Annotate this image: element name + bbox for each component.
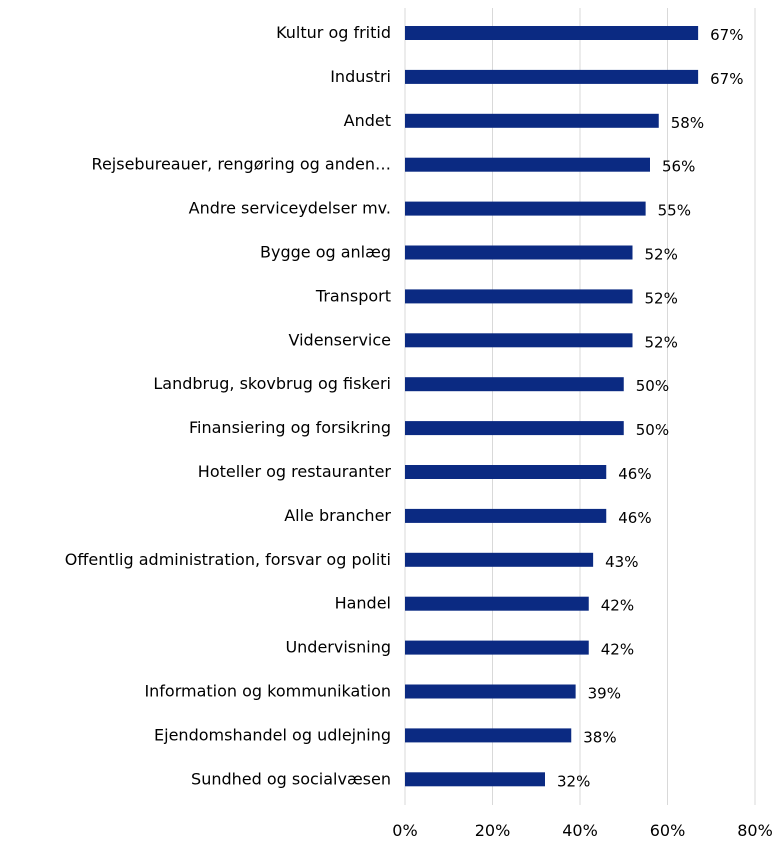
data-label: 67%	[710, 26, 743, 44]
data-label: 52%	[645, 289, 678, 307]
bar	[405, 508, 607, 523]
data-label: 52%	[645, 246, 678, 264]
bar	[405, 552, 594, 567]
category-label: Information og kommunikation	[144, 682, 391, 701]
category-label: Industri	[330, 67, 391, 86]
category-label: Finansiering og forsikring	[189, 418, 391, 437]
data-label: 55%	[658, 202, 691, 220]
data-label: 46%	[618, 509, 651, 527]
data-labels: 67% 67% 58% 56% 55% 52% 52% 52% 50% 50% 46% 46% 43% 4…	[557, 26, 743, 790]
data-label: 58%	[671, 114, 704, 132]
data-label: 67%	[710, 70, 743, 88]
category-label: Offentlig administration, forsvar og pol…	[65, 550, 391, 569]
x-tick-label: 60%	[650, 821, 686, 840]
category-label: Andre serviceydelser mv.	[189, 199, 391, 218]
category-label: Ejendomshandel og udlejning	[154, 725, 391, 744]
category-label: Sundhed og socialvæsen	[191, 769, 391, 788]
category-label: Rejsebureauer, rengøring og anden…	[92, 155, 391, 174]
category-label: Handel	[335, 594, 391, 613]
bar	[405, 157, 650, 172]
x-tick-label: 20%	[475, 821, 511, 840]
data-label: 42%	[601, 641, 634, 659]
bar	[405, 728, 572, 743]
category-labels: Kultur og fritid Industri Andet Rejsebureau…	[65, 23, 392, 788]
category-label: Landbrug, skovbrug og fiskeri	[153, 374, 391, 393]
data-label: 32%	[557, 772, 590, 790]
x-tick-label: 80%	[737, 821, 773, 840]
data-label: 56%	[662, 158, 695, 176]
bar	[405, 772, 545, 787]
bar	[405, 465, 607, 479]
data-label: 52%	[645, 333, 678, 351]
data-label: 38%	[583, 728, 616, 746]
category-label: Videnservice	[289, 330, 392, 349]
x-tick-label: 0%	[392, 821, 417, 840]
data-label: 43%	[605, 553, 638, 571]
bar	[405, 26, 699, 40]
data-label: 50%	[636, 377, 669, 395]
bar	[405, 201, 646, 216]
x-axis-ticks: 0% 20% 40% 60% 80%	[392, 821, 772, 840]
data-label: 46%	[618, 465, 651, 483]
bar	[405, 245, 633, 260]
x-tick-label: 40%	[562, 821, 598, 840]
bars	[405, 26, 699, 787]
bar	[405, 113, 659, 128]
bar	[405, 333, 633, 348]
bar	[405, 377, 624, 392]
bar	[405, 640, 589, 655]
category-label: Andet	[344, 111, 391, 130]
bar	[405, 684, 576, 699]
gridlines	[404, 8, 756, 805]
category-label: Transport	[315, 286, 391, 305]
category-label: Hoteller og restauranter	[198, 462, 392, 481]
category-label: Alle brancher	[284, 506, 391, 525]
bar	[405, 421, 624, 436]
category-label: Bygge og anlæg	[260, 243, 391, 262]
category-label: Undervisning	[285, 638, 391, 657]
data-label: 42%	[601, 597, 634, 615]
data-label: 50%	[636, 421, 669, 439]
category-label: Kultur og fritid	[276, 23, 391, 42]
data-label: 39%	[588, 685, 621, 703]
bar	[405, 289, 633, 304]
bar	[405, 596, 589, 611]
bar	[405, 69, 699, 84]
